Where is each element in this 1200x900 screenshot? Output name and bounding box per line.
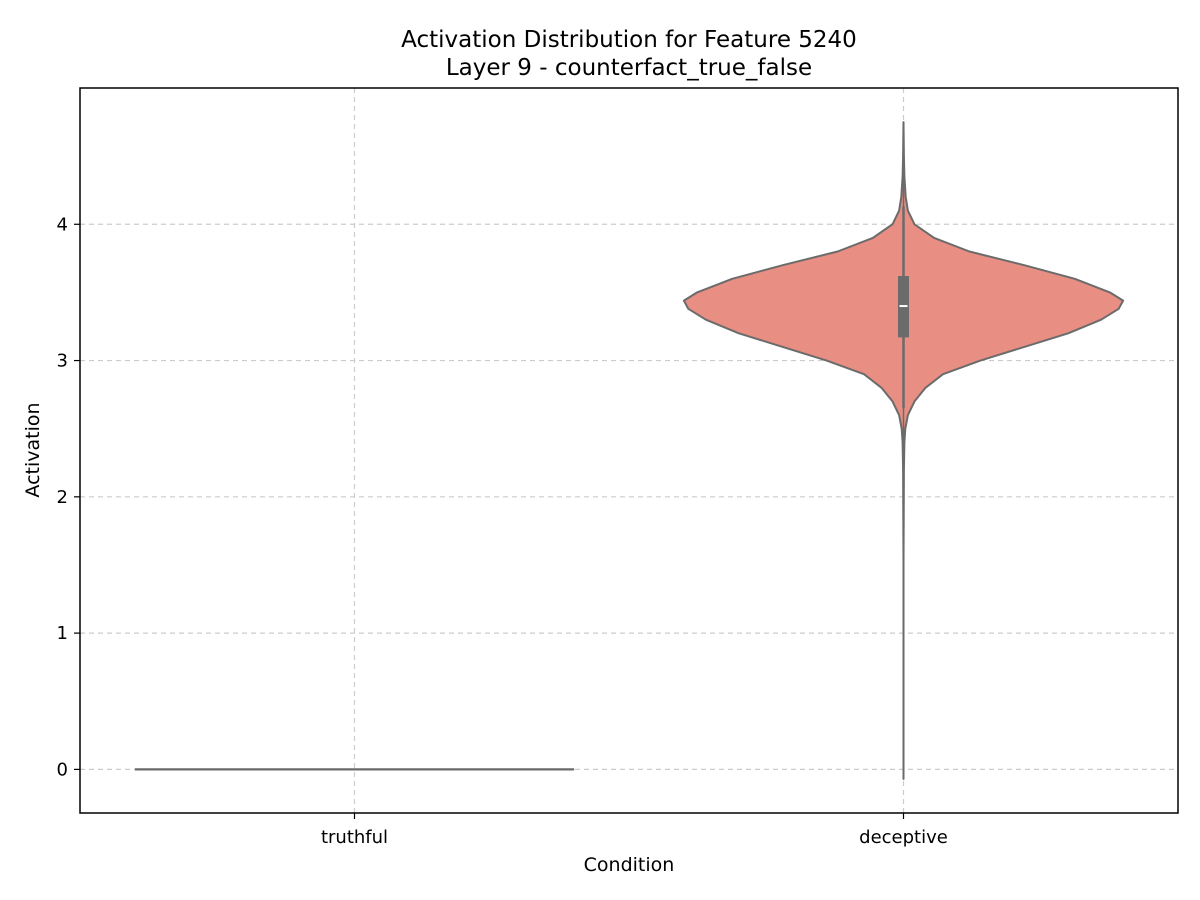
axis-ticks: 0 1 2 3 4 truthful deceptive: [57, 214, 948, 848]
plot-area-frame: [79, 87, 1179, 814]
x-tick-label: deceptive: [859, 827, 948, 848]
y-tick-label: 4: [57, 214, 68, 235]
grid-lines: [80, 88, 1178, 813]
x-tick-label: truthful: [321, 827, 388, 848]
x-axis-label: Condition: [584, 854, 675, 876]
y-axis-label: Activation: [22, 402, 44, 497]
y-tick-label: 2: [57, 487, 68, 508]
chart-subtitle: Layer 9 - counterfact_true_false: [446, 55, 812, 81]
y-tick-label: 0: [57, 759, 68, 780]
violins: [134, 121, 1125, 780]
chart-title: Activation Distribution for Feature 5240: [401, 27, 857, 53]
y-tick-label: 3: [57, 351, 68, 372]
y-tick-label: 1: [57, 623, 68, 644]
